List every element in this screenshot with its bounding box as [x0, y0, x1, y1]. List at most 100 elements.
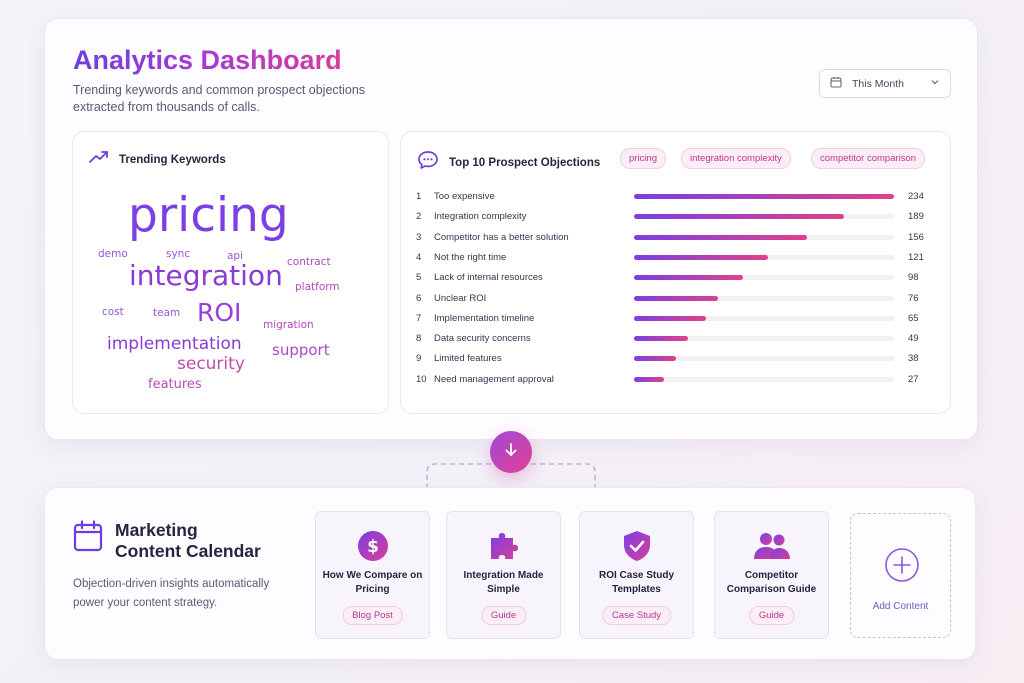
marketing-subtitle: Objection-driven insights automatically …: [73, 578, 270, 609]
shield-check-icon: [580, 530, 693, 562]
marketing-title-line1: Marketing: [115, 520, 198, 540]
objection-bar: [634, 254, 769, 260]
content-card-title: How We Compare on Pricing: [322, 570, 423, 595]
objection-rank: 4: [416, 251, 422, 263]
objection-bar-track: [634, 214, 894, 220]
content-card-title: Integration Made Simple: [463, 570, 544, 595]
objection-label: Data security concerns: [434, 333, 531, 345]
objection-label: Need management approval: [434, 373, 554, 385]
svg-text:$: $: [367, 537, 379, 557]
keyword-migration: migration: [263, 319, 314, 331]
objection-bar: [634, 194, 894, 199]
objection-count: 27: [908, 373, 919, 385]
date-filter-value: This Month: [852, 77, 904, 90]
content-type-tag: Guide: [748, 606, 795, 625]
users-icon: [715, 530, 828, 562]
objection-rank: 6: [416, 292, 422, 304]
keyword-api: api: [227, 250, 244, 262]
objection-label: Unclear ROI: [434, 292, 487, 304]
add-content-label: Add Content: [872, 601, 929, 612]
objection-row: 3 Competitor has a better solution 156: [416, 230, 936, 244]
objection-label: Limited features: [434, 353, 502, 365]
objection-row: 10 Need management approval 27: [416, 372, 936, 386]
objection-row: 9 Limited features 38: [416, 351, 936, 365]
calendar-icon: [830, 76, 842, 91]
keyword-demo: demo: [98, 248, 128, 260]
content-card-competitor[interactable]: Competitor Comparison Guide Guide: [714, 511, 829, 639]
calendar-icon: [73, 520, 103, 557]
objection-row: 2 Integration complexity 189: [416, 209, 936, 223]
keyword-roi: ROI: [197, 298, 242, 327]
page-subtitle: Trending keywords and common prospect ob…: [73, 83, 366, 114]
add-content-button[interactable]: Add Content: [850, 513, 951, 638]
objection-rank: 3: [416, 231, 422, 243]
dollar-icon: $: [316, 530, 429, 562]
objection-rank: 5: [416, 272, 422, 284]
analytics-dashboard-panel: Analytics Dashboard Trending keywords an…: [44, 18, 978, 440]
objection-count: 156: [908, 231, 924, 243]
marketing-title: Marketing Content Calendar: [115, 520, 261, 562]
objection-bar-track: [634, 336, 894, 342]
keyword-cost: cost: [102, 306, 124, 318]
objection-count: 98: [908, 272, 919, 284]
content-type-tag: Case Study: [601, 606, 672, 625]
flow-arrow-button[interactable]: [490, 431, 532, 473]
objection-bar-track: [634, 376, 894, 382]
marketing-calendar-panel: Marketing Content Calendar Objection-dri…: [44, 487, 976, 660]
filter-chip-competitor-comparison[interactable]: competitor comparison: [811, 148, 926, 169]
plus-circle-icon: [884, 547, 920, 588]
objection-label: Too expensive: [434, 191, 495, 202]
keyword-sync: sync: [166, 248, 191, 260]
content-card-title: Competitor Comparison Guide: [726, 570, 817, 595]
objection-rank: 9: [416, 353, 422, 365]
objection-count: 38: [908, 353, 919, 365]
arrow-down-icon: [502, 441, 520, 464]
objection-count: 121: [908, 251, 924, 263]
objection-bar: [634, 376, 664, 382]
content-card-pricing[interactable]: $ How We Compare on Pricing Blog Post: [315, 511, 430, 639]
keyword-support: support: [272, 341, 330, 359]
chat-bubble-icon: [417, 150, 439, 175]
objection-count: 234: [908, 191, 924, 202]
keyword-security: security: [177, 354, 245, 374]
marketing-title-line2: Content Calendar: [115, 541, 261, 561]
objection-bar-track: [634, 275, 894, 281]
trending-keywords-title: Trending Keywords: [119, 153, 226, 166]
keyword-implementation: implementation: [107, 334, 242, 354]
page-title: Analytics Dashboard: [73, 45, 342, 75]
objection-row: 7 Implementation timeline 65: [416, 311, 936, 325]
objection-bar: [634, 315, 707, 321]
objection-bar: [634, 295, 719, 301]
prospect-objections-card: Top 10 Prospect Objections pricing integ…: [400, 131, 951, 414]
objection-bar: [634, 234, 808, 240]
content-type-tag: Blog Post: [342, 606, 403, 625]
keyword-integration: integration: [129, 259, 283, 292]
content-card-integration[interactable]: Integration Made Simple Guide: [446, 511, 561, 639]
filter-chip-pricing[interactable]: pricing: [620, 148, 666, 169]
objection-bar: [634, 356, 677, 362]
keyword-features: features: [148, 377, 202, 392]
keyword-team: team: [153, 307, 181, 319]
keyword-pricing: pricing: [128, 188, 289, 243]
date-filter-select[interactable]: This Month: [819, 69, 951, 98]
objection-row: 5 Lack of internal resources 98: [416, 270, 936, 284]
trending-keywords-card: Trending Keywords pricing integration ROI i…: [72, 131, 389, 414]
objection-count: 65: [908, 312, 919, 324]
objection-rank: 1: [416, 191, 422, 202]
puzzle-icon: [447, 530, 560, 562]
objection-bar: [634, 275, 743, 281]
content-card-roi[interactable]: ROI Case Study Templates Case Study: [579, 511, 694, 639]
objection-rank: 7: [416, 312, 422, 324]
chevron-down-icon: [930, 77, 940, 90]
objection-bar: [634, 336, 689, 342]
objection-label: Implementation timeline: [434, 312, 535, 324]
objection-count: 49: [908, 333, 919, 345]
objection-bar-track: [634, 234, 894, 240]
objection-label: Lack of internal resources: [434, 272, 543, 284]
objection-row: 1 Too expensive 234: [416, 189, 936, 203]
objection-bar-track: [634, 254, 894, 260]
keyword-contract: contract: [287, 256, 331, 268]
objection-label: Integration complexity: [434, 211, 527, 223]
objection-bar: [634, 214, 844, 220]
filter-chip-integration-complexity[interactable]: integration complexity: [681, 148, 791, 169]
